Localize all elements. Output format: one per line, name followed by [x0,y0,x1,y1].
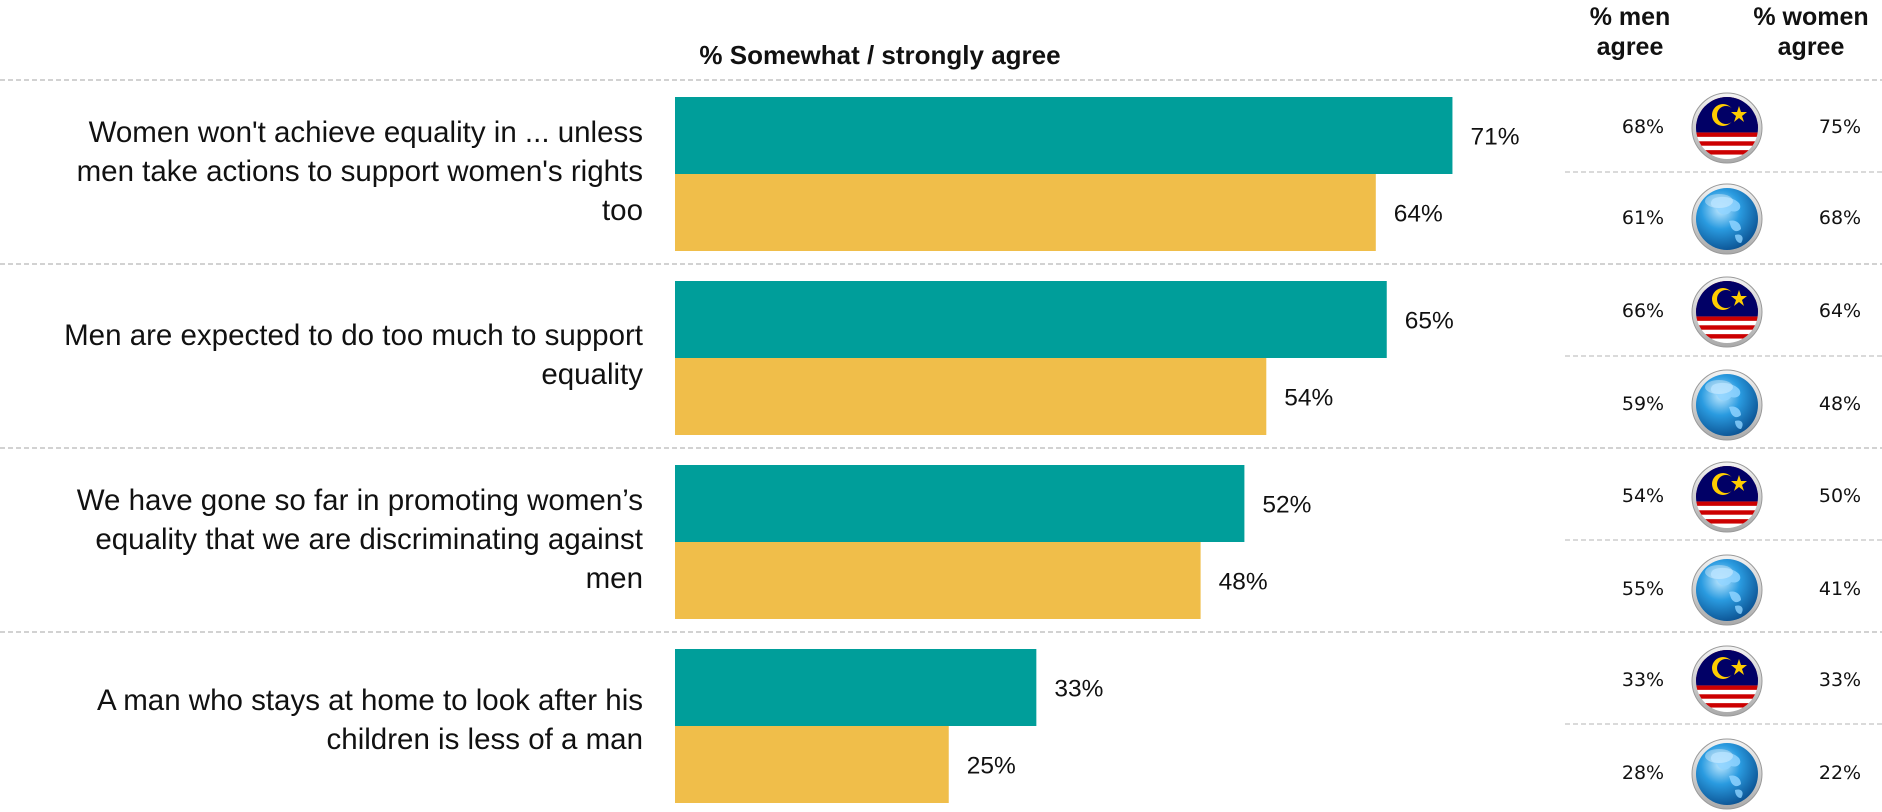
category-label-line: A man who stays at home to look after hi… [96,684,643,717]
malaysia-flag-icon [1691,645,1763,717]
men-header-line2: agree [1596,33,1664,61]
bar-series2-cat1 [675,174,1376,251]
globe-icon [1691,738,1763,810]
women-agree-value: 68% [1818,207,1862,229]
category-label: Men are expected to do too much to suppo… [0,316,643,394]
category-label-line: too [601,193,643,227]
category-label-line: equality that we are discriminating agai… [95,522,643,556]
malaysia-flag-icon [1691,92,1763,164]
category-label-line: men [585,561,643,595]
men-agree-value: 59% [1621,393,1665,415]
malaysia-flag-icon [1691,276,1763,348]
men-agree-value: 61% [1621,207,1665,229]
bars-group [675,97,1453,803]
category-label-line: Women won't achieve equality in ... unle… [88,115,643,149]
women-agree-value: 33% [1818,669,1862,691]
women-agree-header: % women agree [1740,2,1882,62]
men-agree-value: 68% [1621,116,1665,138]
globe-icon [1691,183,1763,255]
globe-icon [1691,554,1763,626]
women-agree-value: 50% [1818,485,1862,507]
bar-value-label: 52% [1262,492,1311,519]
bar-value-label: 65% [1405,308,1454,335]
category-label-line: men take actions to support women's righ… [76,154,643,188]
men-agree-value: 66% [1621,300,1665,322]
bar-value-label: 71% [1470,124,1519,151]
women-header-line1: % women [1753,3,1869,31]
men-agree-header: % men agree [1565,2,1695,62]
men-header-line1: % men [1589,3,1671,31]
women-header-line2: agree [1777,33,1845,61]
bar-series2-cat3 [675,542,1201,619]
category-label: A man who stays at home to look after hi… [0,681,643,759]
bar-value-label: 33% [1054,676,1103,703]
women-agree-value: 64% [1818,300,1862,322]
malaysia-flag-icon [1691,461,1763,533]
men-agree-value: 28% [1621,762,1665,784]
bar-series2-cat2 [675,358,1267,435]
men-agree-value: 54% [1621,485,1665,507]
category-label-line: equality [541,358,643,391]
bar-value-label: 64% [1394,201,1443,228]
women-agree-value: 75% [1818,116,1862,138]
men-agree-value: 55% [1621,578,1665,600]
bar-series2-cat4 [675,726,949,803]
bar-series1-cat1 [675,97,1453,174]
chart-title: % Somewhat / strongly agree [699,40,1061,70]
category-label-line: children is less of a man [326,723,643,756]
globe-icon [1691,369,1763,441]
men-agree-value: 33% [1621,669,1665,691]
bar-series1-cat2 [675,281,1387,358]
women-agree-value: 22% [1818,762,1862,784]
bar-value-label: 54% [1284,385,1333,412]
women-agree-value: 41% [1818,578,1862,600]
bar-value-label: 25% [967,753,1016,780]
bar-value-labels: 71% 65% 52% 33% 64% 54% 48% 25% [967,124,1520,780]
category-label-line: Men are expected to do too much to suppo… [64,319,643,352]
category-label: Women won't achieve equality in ... unle… [0,113,643,230]
bar-series1-cat4 [675,649,1037,726]
women-agree-value: 48% [1818,393,1862,415]
row-dividers [0,79,1882,725]
bar-series1-cat3 [675,465,1245,542]
category-label-line: We have gone so far in promoting women’s [76,483,643,517]
bar-value-label: 48% [1219,569,1268,596]
category-label: We have gone so far in promoting women’s… [0,481,643,598]
